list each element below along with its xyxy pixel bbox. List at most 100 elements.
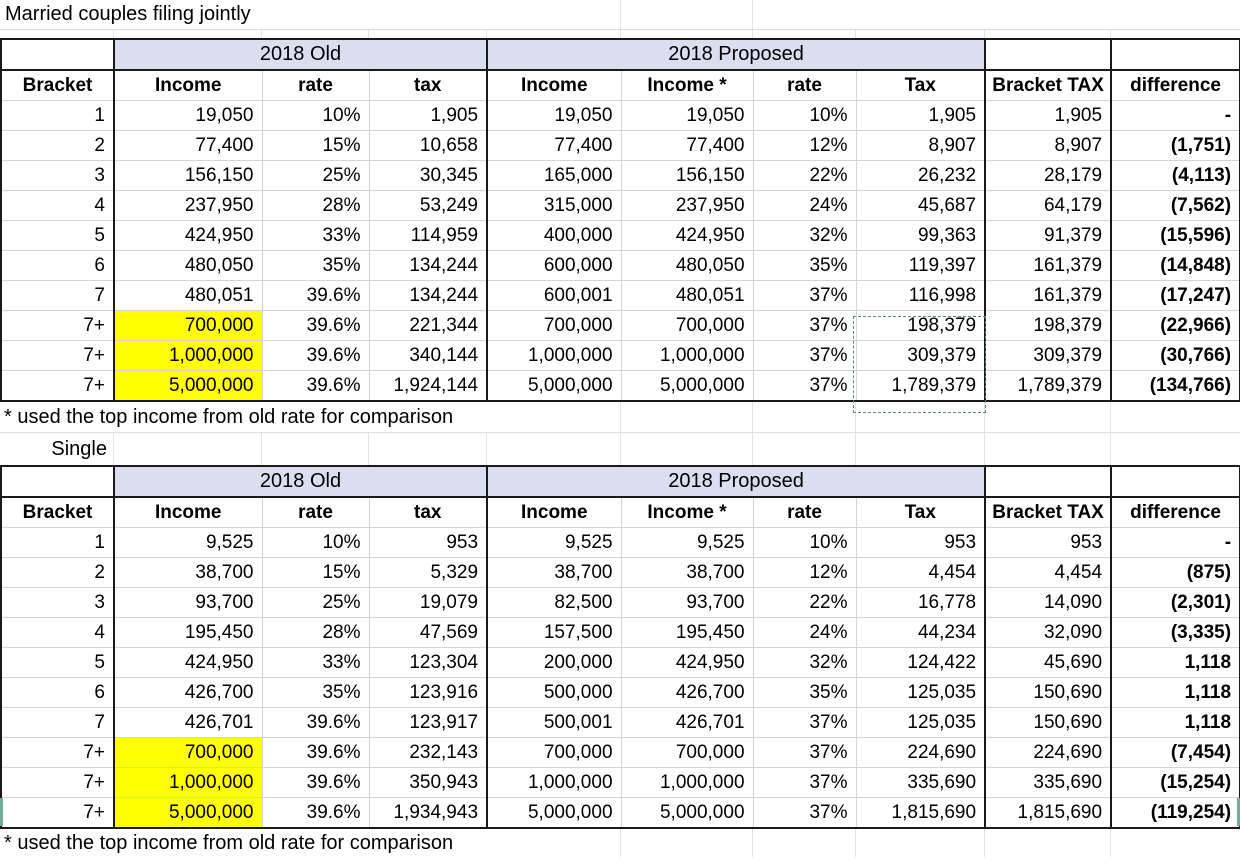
cell-old-income[interactable]: 38,700 — [114, 557, 263, 588]
cell-bracket[interactable]: 7+ — [1, 370, 115, 401]
column-header-old-rate[interactable]: rate — [262, 70, 370, 101]
cell-p-rate[interactable]: 12% — [753, 130, 857, 161]
cell-p-tax[interactable]: 125,035 — [856, 677, 987, 708]
cell-old-tax[interactable]: 5,329 — [369, 557, 489, 588]
cell-p-income-star[interactable]: 237,950 — [621, 190, 754, 221]
cell-bracket-tax[interactable]: 91,379 — [985, 220, 1113, 251]
cell-p-tax[interactable]: 124,422 — [856, 647, 987, 678]
cell-old-tax[interactable]: 19,079 — [369, 587, 489, 618]
cell-old-income[interactable]: 426,700 — [114, 677, 263, 708]
cell-old-rate[interactable]: 39.6% — [262, 340, 370, 371]
cell-difference[interactable]: (3,335) — [1111, 617, 1240, 648]
cell-p-rate[interactable]: 37% — [753, 280, 857, 311]
cell-old-income[interactable]: 424,950 — [114, 647, 263, 678]
cell-difference[interactable]: (4,113) — [1111, 160, 1240, 191]
cell-old-income[interactable]: 5,000,000 — [114, 370, 263, 401]
cell-old-rate[interactable]: 39.6% — [262, 767, 370, 798]
cell-p-rate[interactable]: 37% — [753, 340, 857, 371]
cell-p-income-star[interactable]: 195,450 — [621, 617, 754, 648]
cell-old-rate[interactable]: 15% — [262, 557, 370, 588]
cell-blank[interactable] — [1111, 466, 1240, 498]
cell-bracket[interactable]: 7 — [1, 707, 115, 738]
cell-p-income[interactable]: 700,000 — [487, 737, 622, 768]
column-header-p-income-star[interactable]: Income * — [621, 497, 754, 528]
cell-p-rate[interactable]: 22% — [753, 587, 857, 618]
column-header-old-rate[interactable]: rate — [262, 497, 370, 528]
cell-old-rate[interactable]: 33% — [262, 220, 370, 251]
cell-difference[interactable]: (14,848) — [1111, 250, 1240, 281]
cell-p-rate[interactable]: 10% — [753, 100, 857, 131]
cell-p-rate[interactable]: 12% — [753, 557, 857, 588]
cell-p-tax[interactable]: 224,690 — [856, 737, 987, 768]
cell-old-tax[interactable]: 340,144 — [369, 340, 489, 371]
cell-p-income[interactable]: 5,000,000 — [487, 370, 622, 401]
cell-old-income[interactable]: 5,000,000 — [114, 797, 263, 828]
cell-blank[interactable] — [1, 39, 115, 71]
cell-old-income[interactable]: 426,701 — [114, 707, 263, 738]
cell-bracket-tax[interactable]: 45,690 — [985, 647, 1113, 678]
cell-p-income[interactable]: 500,000 — [487, 677, 622, 708]
cell-bracket[interactable]: 1 — [1, 527, 115, 558]
cell-bracket-tax[interactable]: 14,090 — [985, 587, 1113, 618]
cell-bracket-tax[interactable]: 198,379 — [985, 310, 1113, 341]
column-header-old-tax[interactable]: tax — [369, 497, 489, 528]
cell-bracket[interactable]: 3 — [1, 160, 115, 191]
cell-old-tax[interactable]: 953 — [369, 527, 489, 558]
cell-blank[interactable] — [985, 39, 1113, 71]
cell-p-income[interactable]: 1,000,000 — [487, 340, 622, 371]
cell-difference[interactable]: (119,254) — [1150, 801, 1232, 823]
column-header-p-tax[interactable]: Tax — [856, 70, 987, 101]
cell-blank[interactable] — [985, 466, 1113, 498]
group-header-old[interactable]: 2018 Old — [114, 466, 489, 498]
cell-p-income-star[interactable]: 38,700 — [621, 557, 754, 588]
group-header-old[interactable]: 2018 Old — [114, 39, 489, 71]
column-header-old-income[interactable]: Income — [114, 70, 263, 101]
column-header-p-income[interactable]: Income — [487, 70, 622, 101]
cell-bracket[interactable]: 7+ — [1, 340, 115, 371]
column-header-bracket[interactable]: Bracket — [1, 70, 115, 101]
cell-p-income[interactable]: 77,400 — [487, 130, 622, 161]
cell-p-rate[interactable]: 24% — [753, 617, 857, 648]
cell-p-rate[interactable]: 22% — [753, 160, 857, 191]
cell-old-income[interactable]: 480,051 — [114, 280, 263, 311]
cell-old-rate[interactable]: 39.6% — [262, 310, 370, 341]
cell-old-rate[interactable]: 39.6% — [262, 280, 370, 311]
cell-bracket-tax[interactable]: 1,905 — [985, 100, 1113, 131]
cell-difference[interactable]: (2,301) — [1111, 587, 1240, 618]
cell-p-tax[interactable]: 119,397 — [856, 250, 987, 281]
cell-p-income-star[interactable]: 19,050 — [621, 100, 754, 131]
cell-old-rate[interactable]: 33% — [262, 647, 370, 678]
cell-p-tax[interactable]: 16,778 — [856, 587, 987, 618]
cell-p-income[interactable]: 9,525 — [487, 527, 622, 558]
cell-old-income[interactable]: 424,950 — [114, 220, 263, 251]
cell-bracket-tax[interactable]: 4,454 — [985, 557, 1113, 588]
cell-bracket-tax[interactable]: 1,789,379 — [985, 370, 1113, 401]
cell-old-rate[interactable]: 35% — [262, 677, 370, 708]
cell-old-rate[interactable]: 15% — [262, 130, 370, 161]
cell-old-income[interactable]: 195,450 — [114, 617, 263, 648]
cell-old-rate[interactable]: 25% — [262, 587, 370, 618]
column-header-p-income-star[interactable]: Income * — [621, 70, 754, 101]
cell-bracket-tax[interactable]: 150,690 — [985, 677, 1113, 708]
cell-p-income-star[interactable]: 426,701 — [621, 707, 754, 738]
group-header-proposed[interactable]: 2018 Proposed — [487, 39, 987, 71]
cell-bracket[interactable]: 7 — [1, 280, 115, 311]
cell-p-income[interactable]: 157,500 — [487, 617, 622, 648]
cell-old-rate[interactable]: 39.6% — [262, 707, 370, 738]
cell-p-income[interactable]: 38,700 — [487, 557, 622, 588]
column-header-p-rate[interactable]: rate — [753, 70, 857, 101]
cell-p-income[interactable]: 600,000 — [487, 250, 622, 281]
cell-old-income[interactable]: 77,400 — [114, 130, 263, 161]
cell-p-income-star[interactable]: 700,000 — [621, 737, 754, 768]
cell-bracket[interactable]: 7+ — [1, 767, 115, 798]
cell-bracket-tax[interactable]: 224,690 — [985, 737, 1113, 768]
cell-p-rate[interactable]: 35% — [753, 250, 857, 281]
cell-old-income[interactable]: 700,000 — [114, 310, 263, 341]
cell-p-rate[interactable]: 37% — [753, 707, 857, 738]
cell-p-rate[interactable]: 32% — [753, 220, 857, 251]
cell-old-income[interactable]: 156,150 — [114, 160, 263, 191]
cell-blank[interactable] — [1, 466, 115, 498]
cell-p-tax[interactable]: 198,379 — [856, 310, 987, 341]
cell-difference[interactable]: - — [1111, 100, 1240, 131]
cell-p-income-star[interactable]: 700,000 — [621, 310, 754, 341]
